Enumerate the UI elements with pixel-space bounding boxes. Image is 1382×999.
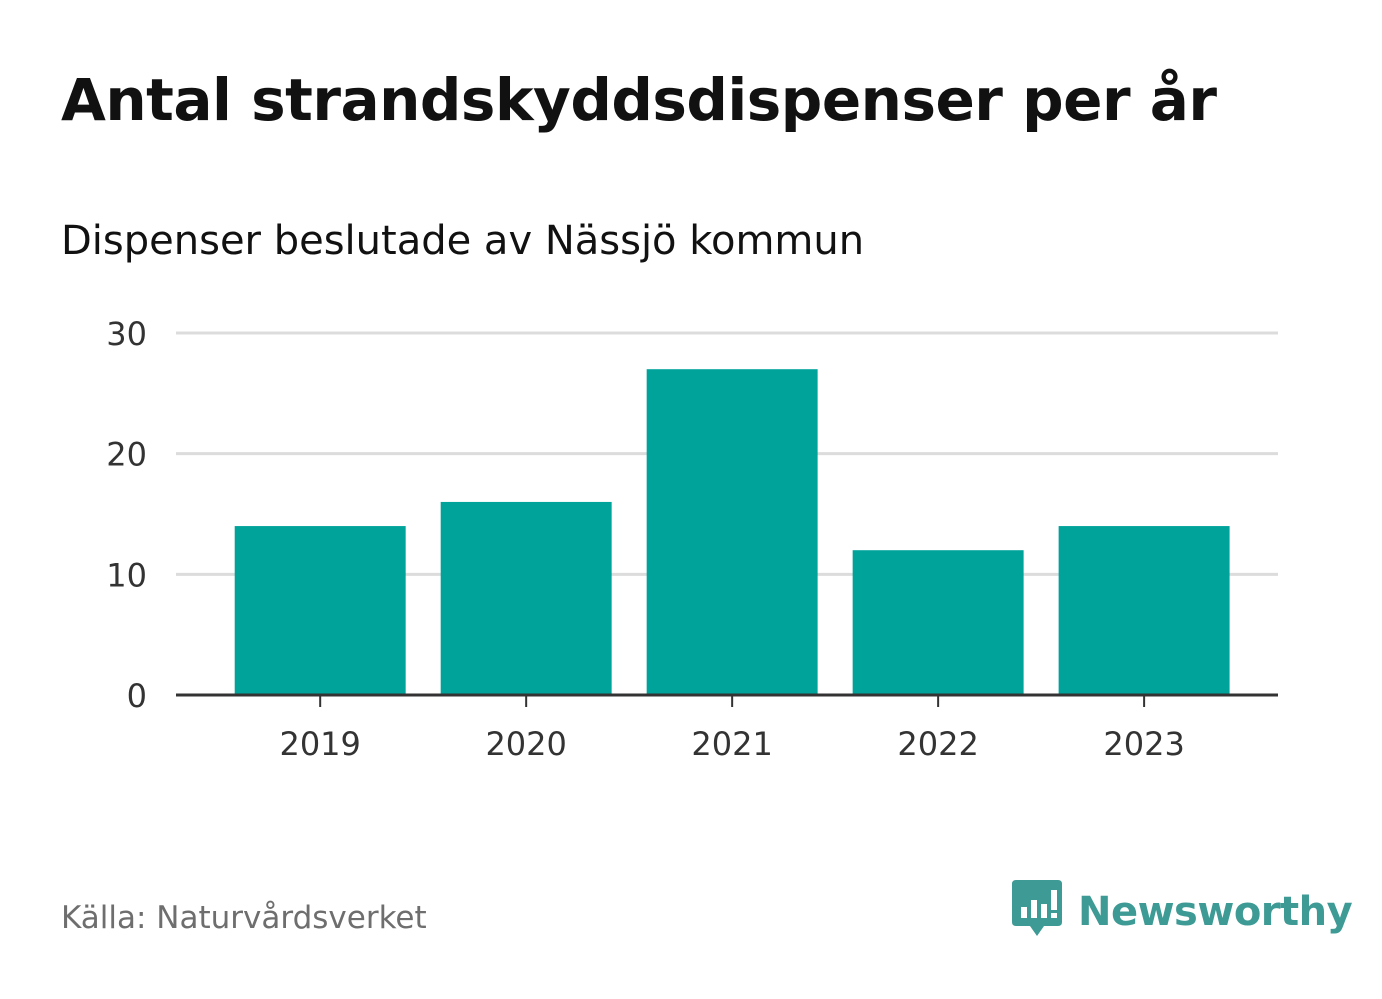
x-tick-label: 2019 <box>279 725 360 763</box>
y-tick-label: 30 <box>106 315 147 353</box>
bar <box>852 550 1024 695</box>
source-note: Källa: Naturvårdsverket <box>61 900 427 936</box>
x-tick-label: 2022 <box>897 725 978 763</box>
brand-name: Newsworthy <box>1078 889 1353 935</box>
y-tick-label: 20 <box>106 436 147 474</box>
y-tick-label: 10 <box>106 556 147 594</box>
bar <box>234 526 406 695</box>
x-tick-label: 2023 <box>1103 725 1184 763</box>
x-tick-label: 2020 <box>485 725 566 763</box>
bar <box>440 501 612 695</box>
chart-subtitle: Dispenser beslutade av Nässjö kommun <box>61 218 865 264</box>
x-tick-label: 2021 <box>691 725 772 763</box>
chart-title: Antal strandskyddsdispenser per år <box>61 66 1217 134</box>
y-tick-label: 0 <box>127 677 147 715</box>
brand: Newsworthy <box>1010 880 1353 944</box>
newsworthy-logo-icon <box>1010 880 1064 944</box>
bar <box>646 369 818 695</box>
bar <box>1058 526 1230 695</box>
